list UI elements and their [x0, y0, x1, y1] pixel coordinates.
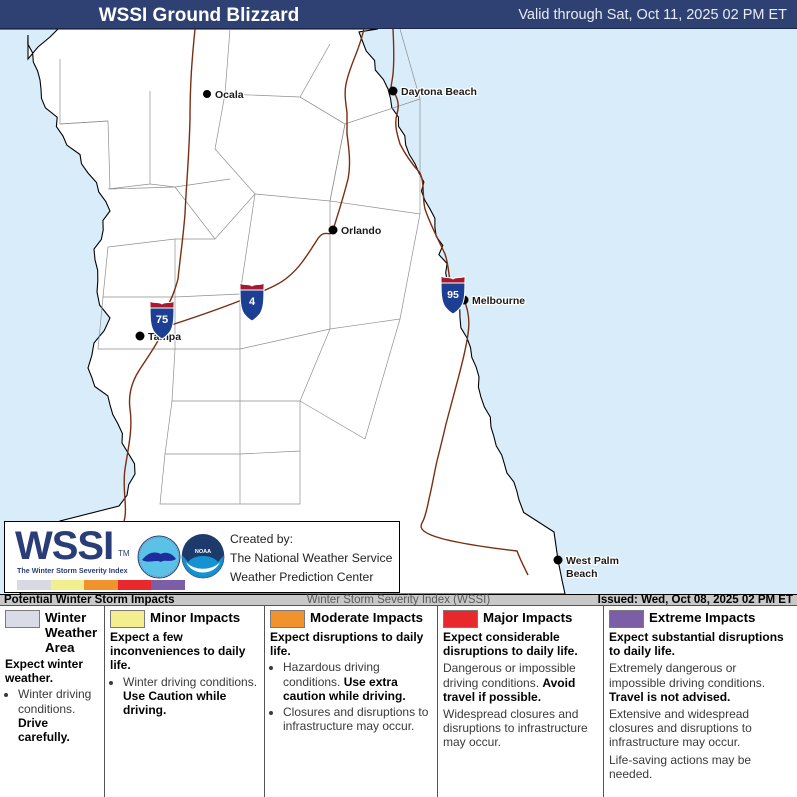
svg-text:4: 4	[249, 296, 256, 308]
svg-text:Daytona Beach: Daytona Beach	[401, 86, 477, 98]
svg-text:95: 95	[447, 289, 459, 301]
svg-text:Melbourne: Melbourne	[472, 295, 525, 307]
svg-text:NOAA: NOAA	[195, 549, 211, 555]
svg-text:Ocala: Ocala	[215, 89, 244, 101]
svg-text:Orlando: Orlando	[341, 225, 381, 237]
